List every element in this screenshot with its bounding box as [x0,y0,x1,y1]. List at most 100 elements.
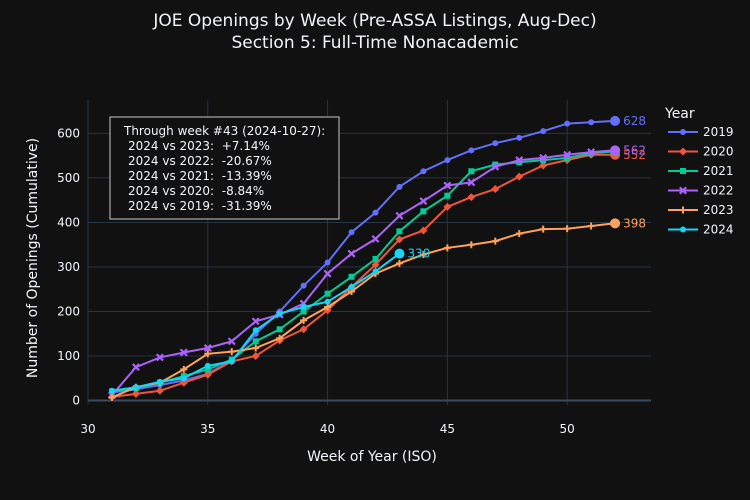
end-point-2022 [610,145,621,156]
end-label-2022: 562 [623,143,646,157]
data-point-2019 [492,140,499,147]
data-point-2021 [564,154,571,161]
data-point-2022 [203,344,212,352]
data-point-2020 [515,172,524,181]
annotation-box: Through week #43 (2024-10-27): 2024 vs 2… [109,116,340,220]
legend-item-2019[interactable]: 2019 [668,125,734,139]
data-point-2022 [347,249,356,258]
legend-label: 2023 [703,203,734,217]
data-point-2021 [252,338,259,345]
data-point-2023 [467,241,475,249]
data-point-2021 [516,159,523,166]
data-point-2021 [276,326,283,333]
data-point-2022 [467,178,476,187]
legend-swatch-marker [680,129,686,135]
data-point-2024 [108,387,115,394]
data-point-2022 [155,353,164,362]
data-point-2022 [251,317,260,326]
series-line-2023 [111,222,616,399]
data-point-2023 [443,244,451,252]
legend-item-2024[interactable]: 2024 [668,223,734,237]
data-point-2023 [228,348,236,356]
data-point-2022 [227,337,236,346]
x-tick-label: 45 [440,422,455,436]
data-point-2024 [276,310,283,317]
data-point-2021 [348,273,355,280]
x-tick-label: 40 [320,422,335,436]
data-point-2019 [564,120,571,127]
y-tick-label: 500 [57,171,80,185]
legend-label: 2021 [703,164,734,178]
data-point-2023 [491,237,499,245]
data-point-2024 [324,298,331,305]
data-point-2022 [371,234,380,243]
annotation-frame [109,116,340,220]
y-tick-label: 0 [72,394,80,408]
data-point-2024 [132,384,139,391]
data-point-2019 [516,134,523,141]
data-point-2020 [539,161,548,170]
data-point-2021 [300,308,307,315]
data-point-2023 [204,350,212,358]
y-tick-label: 600 [57,126,80,140]
data-point-2024 [228,358,235,365]
data-point-2020 [419,226,428,235]
data-point-2023 [563,225,571,233]
data-point-2021 [468,168,475,175]
y-tick-label: 300 [57,260,80,274]
data-point-2020 [299,325,308,334]
grid [87,100,651,405]
data-point-2024 [300,304,307,311]
data-point-2023 [324,303,332,311]
data-point-2022 [395,211,404,220]
data-point-2019 [420,168,427,175]
data-point-2021 [204,366,211,373]
legend-swatch-marker [680,226,686,233]
data-point-2020 [131,389,140,398]
data-point-2023 [180,365,188,373]
series-line-2022 [111,149,616,396]
data-point-2024 [348,284,355,291]
series-layer [107,117,620,401]
data-point-2022 [131,363,140,372]
data-point-2024 [204,362,211,369]
end-label-2019: 628 [623,114,646,128]
chart-subtitle: Section 5: Full-Time Nonacademic [231,33,518,53]
data-point-2021 [396,228,403,235]
data-point-2024 [372,268,379,275]
end-label-2024: 330 [407,247,430,261]
data-point-2021 [540,157,547,164]
data-point-2019 [396,183,403,190]
x-tick-label: 30 [80,422,95,436]
data-point-2021 [492,161,499,168]
data-point-2021 [372,255,379,262]
data-point-2022 [419,197,428,206]
legend-item-2023[interactable]: 2023 [668,203,734,217]
data-point-2023 [300,316,308,324]
legend: Year 2019 2020 2021 2022 2023 2024 [664,106,734,237]
y-axis-label: Number of Openings (Cumulative) [25,138,41,378]
y-tick-label: 200 [57,304,80,318]
end-label-2020: 552 [623,148,646,162]
legend-label: 2020 [703,145,734,159]
legend-item-2021[interactable]: 2021 [668,164,734,178]
data-point-2020 [155,386,164,395]
data-point-2022 [539,153,548,162]
data-point-2020 [179,378,188,387]
data-point-2019 [588,119,595,126]
data-point-2019 [468,147,475,154]
legend-item-2020[interactable]: 2020 [668,145,734,159]
data-point-2020 [491,185,500,194]
series-line-2020 [111,153,616,398]
data-point-2023 [515,230,523,238]
legend-item-2022[interactable]: 2022 [668,184,734,198]
data-point-2023 [252,344,260,352]
annotation-line-0: Through week #43 (2024-10-27): [123,124,325,138]
x-tick-label: 50 [560,422,575,436]
legend-swatch-marker [679,206,687,214]
data-point-2021 [420,208,427,215]
data-point-2024 [156,378,163,385]
